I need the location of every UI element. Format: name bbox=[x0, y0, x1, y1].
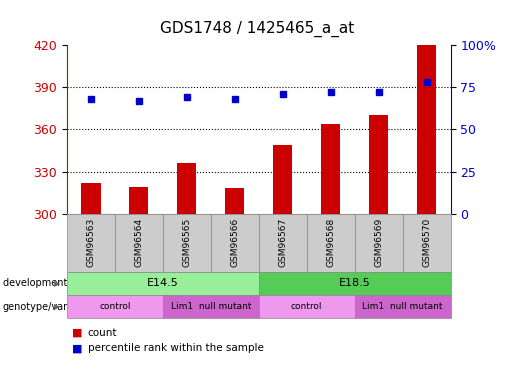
Text: percentile rank within the sample: percentile rank within the sample bbox=[88, 344, 264, 353]
Text: Lim1  null mutant: Lim1 null mutant bbox=[363, 302, 443, 311]
Text: GSM96568: GSM96568 bbox=[326, 218, 335, 267]
Bar bbox=[417, 45, 436, 214]
Bar bbox=[273, 145, 293, 214]
Text: genotype/variation: genotype/variation bbox=[3, 302, 95, 312]
Text: control: control bbox=[99, 302, 131, 311]
Text: GSM96566: GSM96566 bbox=[230, 218, 239, 267]
Text: development stage: development stage bbox=[3, 279, 97, 288]
Text: GSM96564: GSM96564 bbox=[134, 218, 143, 267]
Text: E14.5: E14.5 bbox=[147, 279, 179, 288]
Bar bbox=[177, 163, 196, 214]
Text: ■: ■ bbox=[72, 344, 82, 353]
Bar bbox=[129, 187, 148, 214]
Text: E18.5: E18.5 bbox=[339, 279, 371, 288]
Text: GSM96563: GSM96563 bbox=[87, 218, 95, 267]
Text: ■: ■ bbox=[72, 328, 82, 338]
Text: GSM96565: GSM96565 bbox=[182, 218, 192, 267]
Text: GSM96567: GSM96567 bbox=[278, 218, 287, 267]
Text: GSM96570: GSM96570 bbox=[422, 218, 431, 267]
Bar bbox=[369, 116, 388, 214]
Bar bbox=[321, 124, 340, 214]
Bar bbox=[81, 183, 100, 214]
Text: GSM96569: GSM96569 bbox=[374, 218, 383, 267]
Bar bbox=[225, 188, 245, 214]
Text: count: count bbox=[88, 328, 117, 338]
Text: control: control bbox=[291, 302, 322, 311]
Text: ▶: ▶ bbox=[55, 302, 61, 311]
Text: ▶: ▶ bbox=[55, 279, 61, 288]
Text: GDS1748 / 1425465_a_at: GDS1748 / 1425465_a_at bbox=[160, 21, 355, 37]
Text: Lim1  null mutant: Lim1 null mutant bbox=[170, 302, 251, 311]
